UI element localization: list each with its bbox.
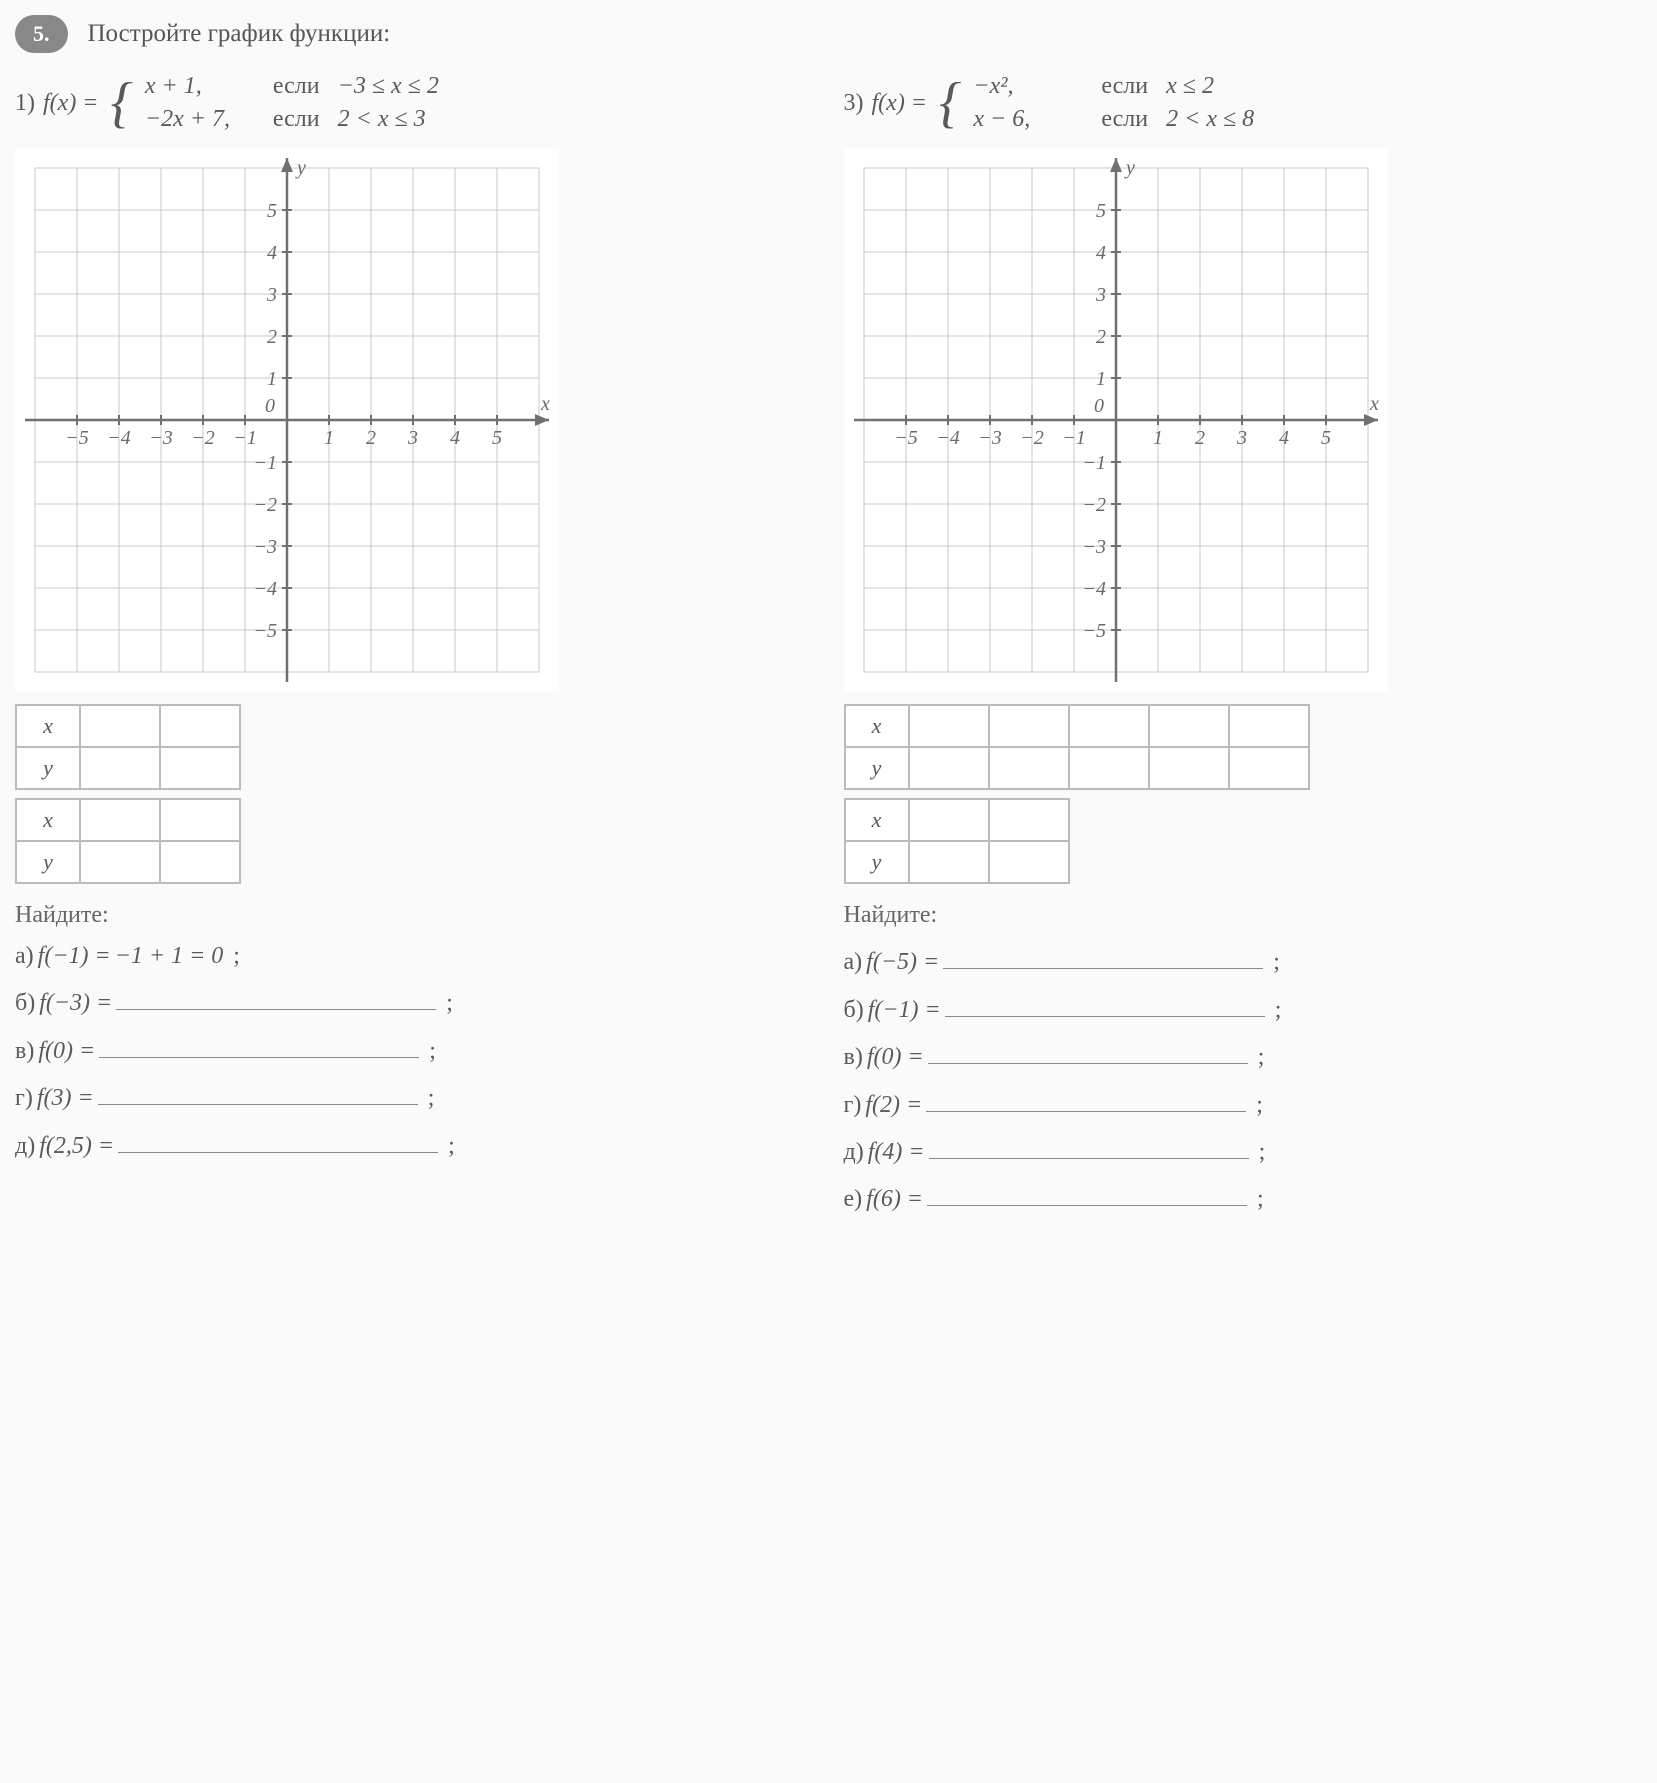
svg-text:−5: −5 <box>254 620 278 642</box>
svg-text:1: 1 <box>267 368 277 390</box>
svg-text:3: 3 <box>407 427 418 449</box>
svg-text:−5: −5 <box>65 427 89 449</box>
blank-input[interactable] <box>118 1126 438 1152</box>
svg-text:y: y <box>295 157 306 179</box>
svg-text:0: 0 <box>265 395 275 417</box>
svg-text:5: 5 <box>492 427 502 449</box>
svg-text:1: 1 <box>1153 427 1163 449</box>
blank-input[interactable] <box>926 1085 1246 1111</box>
answer-line: б) f(−1) = ; <box>844 990 1643 1023</box>
svg-text:−1: −1 <box>1082 452 1106 474</box>
svg-text:−3: −3 <box>978 427 1002 449</box>
problem-badge: 5. <box>15 15 68 53</box>
svg-text:−4: −4 <box>254 578 278 600</box>
answer-line: а) f(−5) = ; <box>844 943 1643 976</box>
svg-text:5: 5 <box>1096 200 1106 222</box>
blank-input[interactable] <box>927 1180 1247 1206</box>
blank-input[interactable] <box>928 1038 1248 1064</box>
piece-row: −x², если x ≤ 2 <box>973 73 1296 100</box>
svg-text:x: x <box>1369 393 1379 415</box>
svg-text:0: 0 <box>1094 395 1104 417</box>
answer-line: в) f(0) = ; <box>844 1038 1643 1071</box>
svg-text:3: 3 <box>1095 284 1106 306</box>
page-title: Постройте график функции: <box>88 20 391 48</box>
coord-grid-left: −5 −4 −3 −2 −1 1 2 3 4 5 −5 −4 −3 −2 −1 1 2 3 4 5 0 x y <box>15 148 559 692</box>
brace-icon: { <box>111 81 133 126</box>
brace-icon: { <box>939 81 961 126</box>
right-grid: −5 −4 −3 −2 −1 1 2 3 4 5 −5 −4 −3 −2 −1 1 2 3 4 5 0 x y <box>844 148 1643 692</box>
svg-text:x: x <box>540 393 550 415</box>
svg-text:2: 2 <box>366 427 376 449</box>
right-label: 3) <box>844 90 864 117</box>
blank-input[interactable] <box>929 1133 1249 1159</box>
left-column: 1) f(x) = { x + 1, если −3 ≤ x ≤ 2 −2x +… <box>15 63 814 1227</box>
left-table-1: x y <box>15 704 241 790</box>
columns: 1) f(x) = { x + 1, если −3 ≤ x ≤ 2 −2x +… <box>15 63 1642 1227</box>
answer-line: д) f(2,5) = ; <box>15 1126 814 1159</box>
right-equation: 3) f(x) = { −x², если x ≤ 2 x − 6, если … <box>844 73 1643 133</box>
svg-text:5: 5 <box>267 200 277 222</box>
blank-input[interactable] <box>943 943 1263 969</box>
answer-line: г) f(3) = ; <box>15 1079 814 1112</box>
svg-text:4: 4 <box>1096 242 1106 264</box>
svg-text:−3: −3 <box>254 536 278 558</box>
right-table-1: x y <box>844 704 1310 790</box>
left-table-2: x y <box>15 798 241 884</box>
svg-text:−1: −1 <box>1062 427 1086 449</box>
svg-text:−3: −3 <box>149 427 173 449</box>
blank-input[interactable] <box>98 1079 418 1105</box>
left-pieces: x + 1, если −3 ≤ x ≤ 2 −2x + 7, если 2 <… <box>145 73 468 133</box>
svg-text:4: 4 <box>1279 427 1289 449</box>
coord-grid-right: −5 −4 −3 −2 −1 1 2 3 4 5 −5 −4 −3 −2 −1 1 2 3 4 5 0 x y <box>844 148 1388 692</box>
blank-input[interactable] <box>945 990 1265 1016</box>
right-fx: f(x) = <box>872 90 928 117</box>
answer-line: г) f(2) = ; <box>844 1085 1643 1118</box>
svg-text:−4: −4 <box>107 427 131 449</box>
svg-text:1: 1 <box>324 427 334 449</box>
svg-text:−4: −4 <box>1082 578 1106 600</box>
left-label: 1) <box>15 90 35 117</box>
piece-row: x − 6, если 2 < x ≤ 8 <box>973 106 1296 133</box>
svg-text:−2: −2 <box>254 494 278 516</box>
right-pieces: −x², если x ≤ 2 x − 6, если 2 < x ≤ 8 <box>973 73 1296 133</box>
blank-input[interactable] <box>116 984 436 1010</box>
svg-text:2: 2 <box>1096 326 1106 348</box>
piece-row: −2x + 7, если 2 < x ≤ 3 <box>145 106 468 133</box>
answer-line: а) f(−1) = −1 + 1 = 0; <box>15 943 814 970</box>
piece-row: x + 1, если −3 ≤ x ≤ 2 <box>145 73 468 100</box>
blank-input[interactable] <box>99 1031 419 1057</box>
header: 5. Постройте график функции: <box>15 15 1642 53</box>
left-equation: 1) f(x) = { x + 1, если −3 ≤ x ≤ 2 −2x +… <box>15 73 814 133</box>
left-fx: f(x) = <box>43 90 99 117</box>
left-find-title: Найдите: <box>15 902 814 929</box>
left-answers: а) f(−1) = −1 + 1 = 0; б) f(−3) = ; в) f(0… <box>15 943 814 1160</box>
answer-line: е) f(6) = ; <box>844 1180 1643 1213</box>
svg-text:−1: −1 <box>233 427 257 449</box>
right-find-title: Найдите: <box>844 902 1643 929</box>
svg-text:−2: −2 <box>1082 494 1106 516</box>
svg-text:1: 1 <box>1096 368 1106 390</box>
svg-text:3: 3 <box>1236 427 1247 449</box>
svg-text:2: 2 <box>267 326 277 348</box>
left-grid: −5 −4 −3 −2 −1 1 2 3 4 5 −5 −4 −3 −2 −1 1 2 3 4 5 0 x y <box>15 148 814 692</box>
right-column: 3) f(x) = { −x², если x ≤ 2 x − 6, если … <box>844 63 1643 1227</box>
right-table-2: x y <box>844 798 1070 884</box>
answer-line: б) f(−3) = ; <box>15 984 814 1017</box>
svg-text:4: 4 <box>450 427 460 449</box>
svg-text:−5: −5 <box>894 427 918 449</box>
svg-text:3: 3 <box>266 284 277 306</box>
svg-text:−4: −4 <box>936 427 960 449</box>
right-answers: а) f(−5) = ; б) f(−1) = ; в) f(0) = ; г) f(… <box>844 943 1643 1213</box>
svg-text:−3: −3 <box>1082 536 1106 558</box>
svg-text:2: 2 <box>1195 427 1205 449</box>
svg-text:5: 5 <box>1321 427 1331 449</box>
svg-text:−1: −1 <box>254 452 278 474</box>
svg-text:−2: −2 <box>191 427 215 449</box>
svg-text:−2: −2 <box>1020 427 1044 449</box>
answer-line: д) f(4) = ; <box>844 1133 1643 1166</box>
svg-text:−5: −5 <box>1082 620 1106 642</box>
svg-text:y: y <box>1124 157 1135 179</box>
answer-line: в) f(0) = ; <box>15 1031 814 1064</box>
svg-text:4: 4 <box>267 242 277 264</box>
